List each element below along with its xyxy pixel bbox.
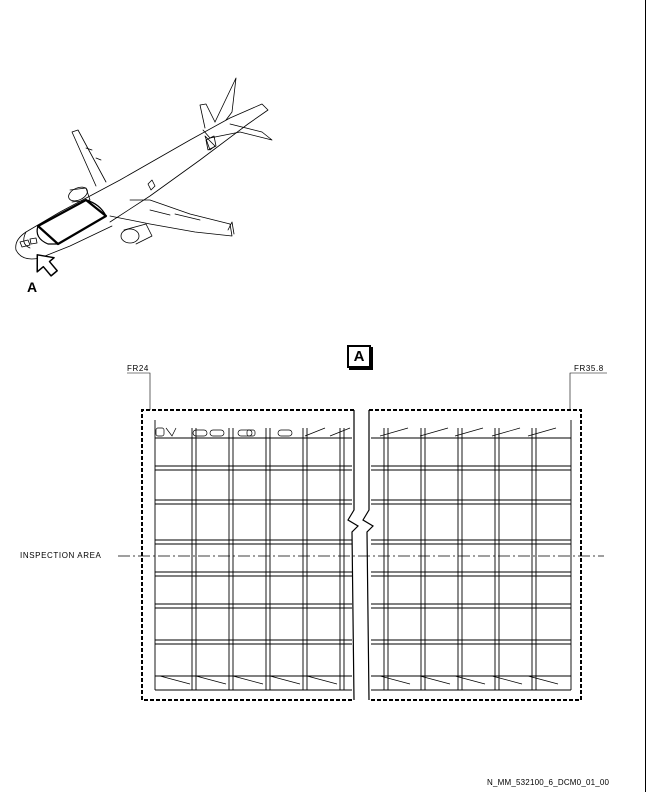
frame-clip — [527, 427, 557, 437]
frame-end-leader — [569, 372, 607, 410]
frame-clip — [454, 675, 486, 685]
frame-start-leader — [127, 372, 151, 410]
break-line-right — [362, 410, 374, 701]
frame-clips-top — [304, 427, 557, 437]
break-line-left — [347, 410, 359, 701]
frames-right — [383, 428, 537, 690]
frame-clip — [329, 427, 351, 437]
frame-clip — [306, 675, 338, 685]
frame-clip — [419, 427, 449, 437]
detail-label-box: A — [347, 345, 371, 368]
frame-clip — [527, 675, 559, 685]
top-fittings — [155, 427, 293, 437]
frame-clip — [454, 427, 484, 437]
frame-clip — [379, 427, 409, 437]
frame-clip — [195, 675, 227, 685]
frame-clip — [269, 675, 301, 685]
frames-left — [191, 428, 345, 690]
inspection-boundary-left — [141, 409, 354, 701]
frame-clip — [379, 675, 411, 685]
stringers-left — [154, 420, 352, 691]
frame-clip — [159, 675, 191, 685]
frame-clip — [304, 427, 326, 437]
page-border — [645, 0, 646, 792]
frame-clip — [419, 675, 451, 685]
frame-clips-bottom — [159, 675, 559, 685]
inspection-boundary-right — [369, 409, 582, 701]
stringers-right — [371, 420, 572, 691]
view-label: A — [27, 279, 38, 295]
frame-clip — [491, 675, 523, 685]
frame-clip — [491, 427, 521, 437]
inspection-area-label: INSPECTION AREA — [20, 551, 102, 560]
frame-clip — [232, 675, 264, 685]
frame-start-label: FR24 — [127, 364, 149, 373]
frame-end-label: FR35.8 — [574, 364, 604, 373]
figure-id: N_MM_532100_6_DCM0_01_00 — [487, 778, 610, 787]
